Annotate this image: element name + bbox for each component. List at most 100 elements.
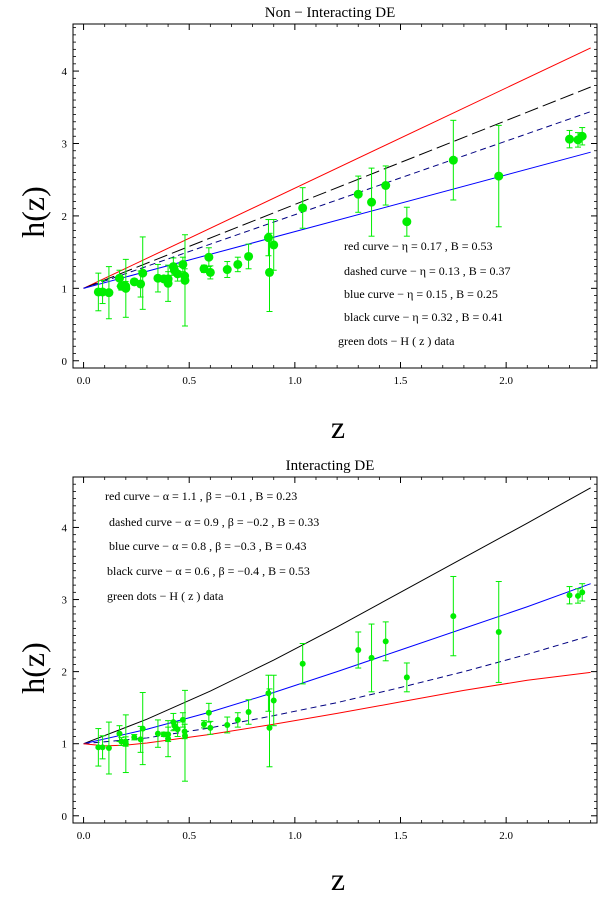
legend-entry-blue: blue curve − η = 0.15 , B = 0.25: [344, 287, 498, 301]
hz-data-point: [574, 588, 581, 604]
data-marker: [403, 674, 410, 681]
y-tick-label: 0: [62, 811, 68, 823]
data-marker: [355, 647, 362, 653]
data-marker: [207, 724, 214, 731]
hz-data-point: [450, 575, 457, 657]
data-marker: [99, 744, 106, 751]
data-marker: [298, 203, 308, 213]
x-tick-label: 2.0: [499, 830, 513, 842]
black-curve-line: [83, 86, 591, 289]
legend-entry-blue: blue curve − α = 0.8 , β = −0.3 , B = 0.…: [109, 539, 307, 553]
hz-data-point: [118, 737, 125, 747]
data-marker: [105, 745, 112, 752]
hz-data-points: [95, 575, 586, 782]
legend-entry-red: red curve − η = 0.17 , B = 0.53: [344, 239, 493, 253]
data-marker: [137, 736, 144, 743]
data-marker: [121, 283, 131, 293]
data-marker: [139, 725, 146, 732]
hz-data-point: [205, 702, 212, 723]
hz-data-point: [265, 674, 272, 712]
data-marker: [450, 613, 457, 620]
data-marker: [266, 724, 273, 731]
data-marker: [163, 274, 173, 284]
data-marker: [402, 217, 412, 227]
hz-data-point: [368, 623, 375, 693]
hz-data-point: [298, 187, 308, 229]
hz-data-point: [201, 720, 207, 729]
red-curve-line: [83, 47, 591, 289]
data-marker: [245, 708, 252, 715]
blue-curve-line: [83, 151, 591, 289]
data-marker: [160, 731, 167, 738]
x-axis-label: z: [331, 861, 345, 897]
legend: red curve − α = 1.1 , β = −0.1 , B = 0.2…: [105, 489, 319, 603]
y-tick-label: 1: [62, 739, 68, 751]
legend-entry-black: black curve − α = 0.6 , β = −0.4 , B = 0…: [107, 564, 310, 578]
data-marker: [174, 726, 181, 733]
y-tick-label: 2: [62, 211, 68, 223]
black-curve-line: [83, 487, 591, 745]
hz-data-point: [579, 583, 586, 602]
hz-data-point: [174, 721, 181, 737]
y-axis-label: h(z): [15, 186, 51, 238]
y-tick-label: 1: [62, 283, 68, 295]
data-marker: [179, 716, 186, 723]
x-tick-label: 2.0: [499, 375, 513, 387]
data-marker: [224, 721, 231, 728]
data-marker: [495, 628, 502, 635]
dashed-curve-line: [83, 635, 591, 745]
data-marker: [116, 730, 123, 737]
y-tick-label: 3: [62, 138, 68, 150]
plot-frame: [72, 23, 598, 369]
data-marker: [95, 744, 102, 751]
data-marker: [114, 273, 124, 283]
data-marker: [353, 189, 363, 199]
hz-data-point: [153, 263, 163, 293]
data-marker: [165, 731, 172, 738]
hz-data-point: [181, 689, 188, 782]
data-marker: [579, 589, 586, 596]
hz-data-point: [381, 165, 391, 206]
hz-data-point: [299, 643, 306, 685]
hz-data-point: [105, 721, 112, 775]
hz-data-point: [448, 119, 458, 201]
data-marker: [234, 716, 241, 723]
data-marker: [181, 732, 188, 739]
y-tick-label: 4: [62, 66, 68, 78]
data-marker: [233, 259, 243, 269]
hz-data-point: [566, 586, 573, 605]
data-marker: [178, 259, 188, 269]
data-marker: [205, 267, 215, 277]
hz-data-point: [367, 167, 377, 237]
hz-data-point: [403, 662, 410, 693]
data-marker: [265, 690, 272, 697]
data-marker: [222, 265, 232, 275]
legend-entry-red: red curve − α = 1.1 , β = −0.1 , B = 0.2…: [105, 489, 297, 503]
axis-ticks: 0.0 0.5 1.0 1.5 2.0 0 1 2 3 4: [62, 24, 597, 387]
x-tick-label: 0.0: [77, 830, 91, 842]
hz-data-point: [266, 688, 273, 768]
data-marker: [367, 197, 377, 207]
data-marker: [136, 279, 146, 289]
x-tick-label: 1.5: [394, 830, 408, 842]
legend-entry-dashed: dashed curve − η = 0.13 , B = 0.37: [344, 264, 511, 278]
hz-data-point: [495, 581, 502, 683]
hz-data-point: [355, 631, 362, 669]
y-tick-label: 4: [62, 522, 68, 534]
hz-data-point: [263, 219, 273, 257]
panel-title: Interacting DE: [286, 458, 375, 474]
data-marker: [244, 251, 254, 261]
x-tick-label: 1.5: [394, 375, 408, 387]
data-marker: [118, 738, 125, 745]
interacting-panel: Interacting DE 0.0 0.5 1.0 1.5 2.0 0 1 2 3 4 red …: [15, 458, 598, 897]
data-marker: [204, 252, 214, 262]
hz-data-point: [234, 712, 241, 728]
data-marker: [574, 592, 581, 599]
x-tick-label: 0.0: [77, 375, 91, 387]
data-marker: [104, 288, 114, 298]
hz-data-point: [224, 716, 231, 734]
hz-data-point: [494, 124, 504, 228]
legend: red curve − η = 0.17 , B = 0.53 dashed c…: [338, 239, 511, 348]
hz-data-point: [353, 175, 363, 213]
